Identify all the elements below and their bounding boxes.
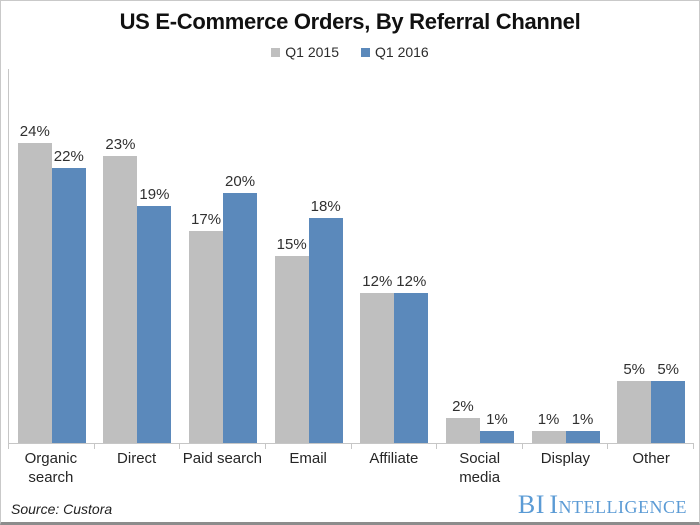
bar-col-q1-2015-social-media: 2% bbox=[445, 398, 480, 443]
bar-col-q1-2015-paid-search: 17% bbox=[189, 210, 224, 443]
bar-col-q1-2016-affiliate: 12% bbox=[394, 273, 429, 443]
bar-q1-2015-paid-search bbox=[189, 230, 224, 443]
bar-col-q1-2015-other: 5% bbox=[617, 360, 652, 443]
chart-title: US E-Commerce Orders, By Referral Channe… bbox=[119, 9, 581, 34]
bar-groups: 24% 22% 23% 19% 17% 20% 15% 18% 12% 12% 2% 1% 1% 1% 5%… bbox=[9, 69, 694, 443]
legend-swatch-q1-2016-icon bbox=[361, 47, 370, 57]
bar-group-other: 5% 5% bbox=[608, 69, 694, 443]
x-axis-tick bbox=[693, 443, 694, 449]
data-label-q1-2016-display: 1% bbox=[571, 410, 594, 428]
category-label-organic-search: Organic search bbox=[24, 450, 78, 486]
data-label-q1-2016-organic-search: 22% bbox=[53, 148, 84, 165]
data-label-q1-2016-direct: 19% bbox=[139, 185, 170, 203]
bar-q1-2016-affiliate bbox=[394, 293, 429, 443]
data-label-q1-2015-email: 15% bbox=[276, 235, 307, 253]
data-label-q1-2015-social-media: 2% bbox=[452, 398, 474, 415]
legend-label-q1-2016: Q1 2016 bbox=[375, 44, 429, 60]
bar-q1-2016-paid-search bbox=[223, 193, 258, 443]
category-label-social-media: Social media bbox=[459, 450, 501, 486]
bar-col-q1-2015-affiliate: 12% bbox=[360, 273, 395, 443]
bar-q1-2015-affiliate bbox=[360, 293, 395, 443]
bar-q1-2016-email bbox=[308, 218, 343, 443]
category-label-email: Email bbox=[289, 450, 327, 467]
data-label-q1-2015-paid-search: 17% bbox=[191, 210, 222, 228]
bi-intelligence-logo: BI Intelligence bbox=[518, 490, 687, 520]
bar-group-paid-search: 17% 20% bbox=[180, 69, 266, 443]
legend: Q1 2015 Q1 2016 bbox=[1, 44, 699, 60]
data-label-q1-2016-affiliate: 12% bbox=[396, 273, 427, 290]
bar-group-direct: 23% 19% bbox=[95, 69, 181, 443]
legend-label-q1-2015: Q1 2015 bbox=[285, 44, 339, 60]
bar-group-display: 1% 1% bbox=[523, 69, 609, 443]
bar-q1-2015-social-media bbox=[445, 418, 480, 443]
bar-q1-2016-other bbox=[651, 380, 686, 443]
bar-q1-2015-direct bbox=[103, 155, 138, 443]
bar-group-email: 15% 18% bbox=[266, 69, 352, 443]
data-label-q1-2016-paid-search: 20% bbox=[225, 173, 256, 190]
category-label-direct: Direct bbox=[117, 450, 157, 467]
data-label-q1-2016-social-media: 1% bbox=[486, 410, 508, 428]
data-label-q1-2015-other: 5% bbox=[623, 360, 646, 378]
data-label-q1-2016-email: 18% bbox=[310, 198, 341, 215]
data-label-q1-2015-display: 1% bbox=[537, 410, 560, 428]
x-axis-labels: Organic search Direct Paid search Email Affi… bbox=[8, 450, 694, 488]
bar-col-q1-2016-direct: 19% bbox=[137, 185, 172, 443]
source-note: Source: Custora bbox=[11, 501, 113, 517]
bar-col-q1-2016-display: 1% bbox=[565, 410, 600, 443]
data-label-q1-2015-organic-search: 24% bbox=[19, 123, 50, 140]
bar-col-q1-2016-paid-search: 20% bbox=[223, 173, 258, 443]
bar-col-q1-2016-email: 18% bbox=[308, 198, 343, 443]
category-label-display: Display bbox=[540, 450, 590, 467]
data-label-q1-2016-other: 5% bbox=[657, 360, 680, 378]
x-axis-tick bbox=[93, 443, 95, 449]
bar-q1-2016-display bbox=[565, 430, 600, 443]
x-axis-tick bbox=[436, 443, 438, 449]
bar-q1-2015-display bbox=[531, 430, 566, 443]
bar-q1-2016-direct bbox=[137, 205, 172, 443]
x-axis-tick bbox=[350, 443, 352, 449]
x-axis-tick bbox=[607, 443, 609, 449]
legend-swatch-q1-2015-icon bbox=[271, 47, 281, 57]
x-axis-tick bbox=[264, 443, 266, 449]
brand-word-text: Intelligence bbox=[549, 490, 687, 519]
category-label-affiliate: Affiliate bbox=[369, 450, 419, 467]
legend-item-q1-2016: Q1 2016 bbox=[361, 44, 429, 60]
data-label-q1-2015-direct: 23% bbox=[105, 135, 136, 153]
bar-col-q1-2015-email: 15% bbox=[274, 235, 309, 443]
bar-group-social-media: 2% 1% bbox=[437, 69, 523, 443]
x-axis-tick bbox=[179, 443, 181, 449]
bar-q1-2015-organic-search bbox=[17, 143, 52, 443]
bar-q1-2015-other bbox=[617, 380, 652, 443]
plot-area: 24% 22% 23% 19% 17% 20% 15% 18% 12% 12% 2% 1% 1% 1% 5%… bbox=[8, 69, 694, 449]
category-label-paid-search: Paid search bbox=[182, 450, 262, 467]
bar-col-q1-2015-display: 1% bbox=[531, 410, 566, 443]
bar-group-organic-search: 24% 22% bbox=[9, 69, 95, 443]
x-axis-tick bbox=[8, 443, 9, 449]
bar-q1-2016-social-media bbox=[479, 430, 514, 443]
bar-col-q1-2016-social-media: 1% bbox=[479, 410, 514, 443]
bar-q1-2016-organic-search bbox=[51, 168, 86, 443]
bar-col-q1-2016-organic-search: 22% bbox=[51, 148, 86, 443]
bar-group-affiliate: 12% 12% bbox=[352, 69, 438, 443]
bar-col-q1-2015-direct: 23% bbox=[103, 135, 138, 443]
data-label-q1-2015-affiliate: 12% bbox=[362, 273, 393, 290]
category-label-other: Other bbox=[632, 450, 670, 467]
bar-col-q1-2016-other: 5% bbox=[651, 360, 686, 443]
bar-col-q1-2015-organic-search: 24% bbox=[17, 123, 52, 443]
brand-bi-text: BI bbox=[517, 490, 545, 519]
bar-q1-2015-email bbox=[274, 255, 309, 443]
legend-item-q1-2015: Q1 2015 bbox=[271, 44, 339, 60]
x-axis-tick bbox=[521, 443, 523, 449]
